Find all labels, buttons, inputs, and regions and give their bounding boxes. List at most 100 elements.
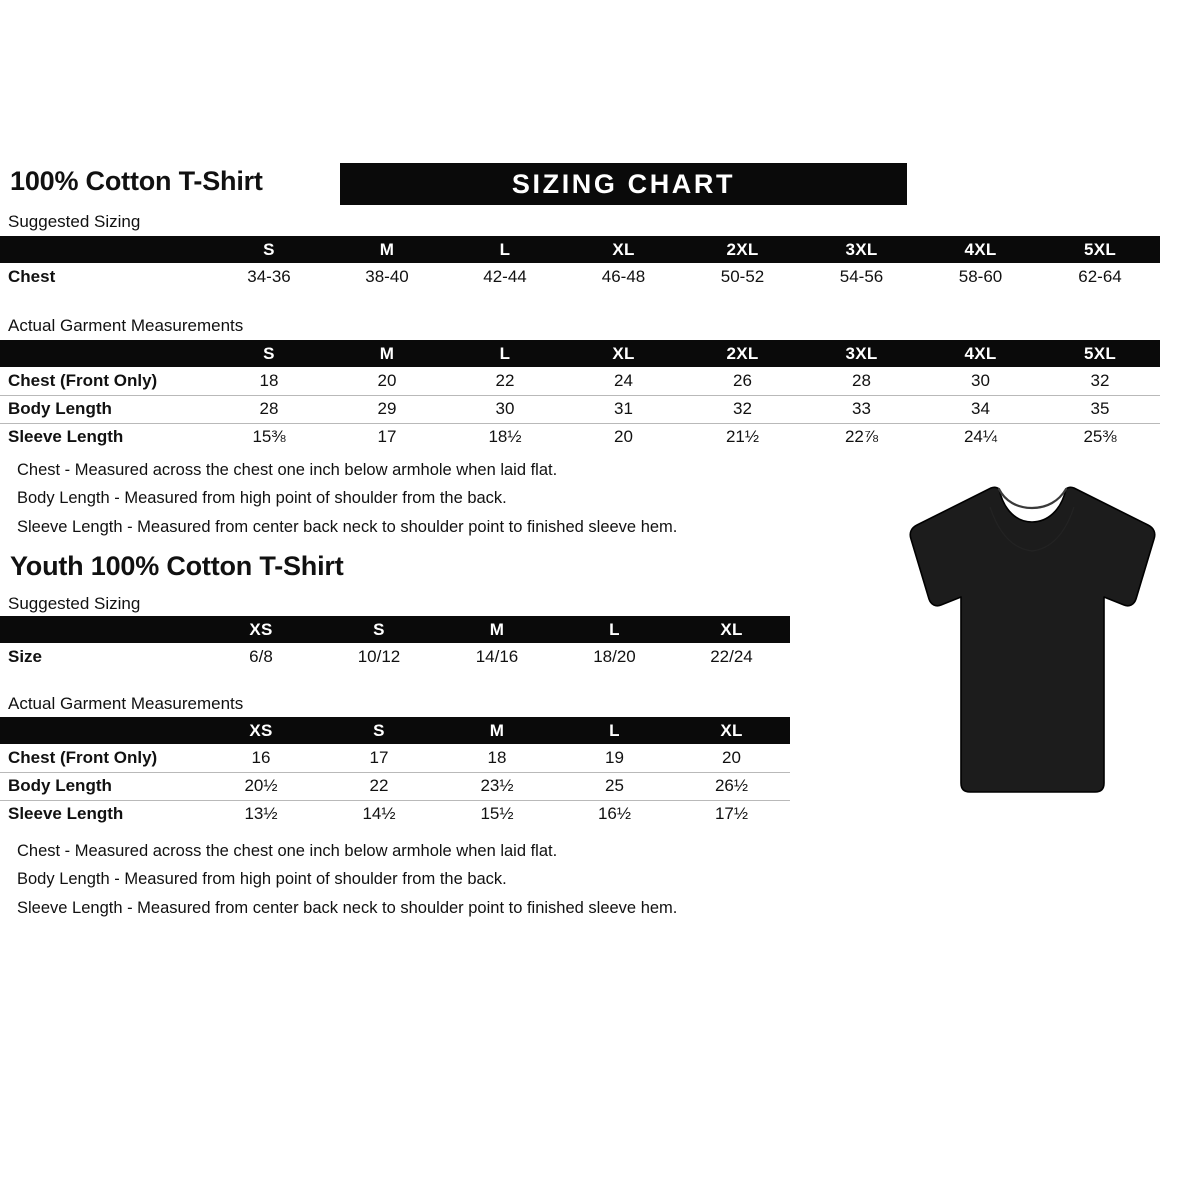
cell: 22 bbox=[495, 370, 515, 390]
note-body-length: Body Length - Measured from high point o… bbox=[17, 489, 507, 508]
cell: 20 bbox=[722, 747, 741, 767]
black-tshirt-icon bbox=[909, 486, 1156, 793]
column-header: XS bbox=[249, 720, 273, 740]
table-row: Size 6/8 10/12 14/16 18/20 22/24 bbox=[0, 643, 790, 671]
column-header bbox=[0, 717, 202, 744]
cell: 17 bbox=[369, 747, 389, 767]
table-row: Sleeve Length 15⅜ 17 18½ 20 21½ 22⅞ 24¼ … bbox=[0, 422, 1160, 451]
cell: 33 bbox=[802, 394, 921, 423]
column-header: S bbox=[263, 239, 275, 259]
column-header bbox=[0, 236, 210, 263]
row-label: Chest bbox=[8, 267, 56, 286]
cell: 19 bbox=[605, 747, 624, 767]
cell: 32 bbox=[1090, 370, 1110, 390]
column-header: XS bbox=[249, 619, 273, 639]
column-header: 4XL bbox=[964, 343, 997, 363]
adult-measurement-notes: Chest - Measured across the chest one in… bbox=[17, 461, 677, 546]
cell: 15½ bbox=[438, 799, 556, 828]
row-label: Sleeve Length bbox=[0, 422, 210, 451]
table-row: Body Length 20½ 22 23½ 25 26½ bbox=[0, 771, 790, 800]
column-header: XL bbox=[720, 619, 743, 639]
cell: 34 bbox=[921, 394, 1040, 423]
cell: 58-60 bbox=[958, 267, 1003, 286]
cell: 23½ bbox=[438, 771, 556, 800]
cell: 28 bbox=[852, 370, 871, 390]
column-header: 2XL bbox=[726, 239, 759, 259]
sizing-chart-banner-label: SIZING CHART bbox=[511, 168, 736, 199]
column-header: 5XL bbox=[1083, 343, 1117, 363]
cell: 16 bbox=[251, 747, 271, 767]
column-header: M bbox=[379, 239, 395, 259]
cell: 18/20 bbox=[593, 647, 636, 666]
cell: 22 bbox=[320, 771, 438, 800]
column-header: M bbox=[489, 720, 505, 740]
row-label: Body Length bbox=[0, 394, 210, 423]
cell: 26½ bbox=[673, 771, 790, 800]
column-header: 2XL bbox=[726, 343, 759, 363]
table-row: Sleeve Length 13½ 14½ 15½ 16½ 17½ bbox=[0, 799, 790, 828]
cell: 50-52 bbox=[720, 267, 765, 286]
tshirt-illustration bbox=[895, 477, 1170, 802]
youth-section-title: Youth 100% Cotton T-Shirt bbox=[10, 551, 344, 581]
column-header: S bbox=[373, 619, 385, 639]
cell: 16½ bbox=[556, 799, 673, 828]
cell: 17½ bbox=[673, 799, 790, 828]
cell: 42-44 bbox=[483, 267, 527, 286]
cell: 28 bbox=[210, 394, 328, 423]
cell: 24 bbox=[614, 370, 633, 390]
column-header: S bbox=[373, 720, 385, 740]
column-header: L bbox=[499, 343, 511, 363]
cell: 30 bbox=[971, 370, 990, 390]
adult-actual-measurements-table: S M L XL 2XL 3XL 4XL 5XL Chest (Front On… bbox=[0, 340, 1160, 451]
row-label: Chest (Front Only) bbox=[8, 747, 158, 767]
note-sleeve-length: Sleeve Length - Measured from center bac… bbox=[17, 898, 678, 917]
cell: 14/16 bbox=[475, 647, 519, 666]
cell: 18½ bbox=[446, 422, 564, 451]
cell: 35 bbox=[1040, 394, 1160, 423]
youth-suggested-sizing-table: XS S M L XL Size 6/8 10/12 14/16 18/20 2… bbox=[0, 616, 790, 671]
cell: 62-64 bbox=[1078, 267, 1122, 286]
adult-section-title: 100% Cotton T-Shirt bbox=[10, 166, 263, 196]
row-label: Sleeve Length bbox=[0, 799, 202, 828]
row-label: Size bbox=[8, 647, 43, 666]
column-header: XL bbox=[612, 343, 635, 363]
cell: 22⅞ bbox=[802, 422, 921, 451]
column-header: M bbox=[489, 619, 505, 639]
youth-actual-measurements-caption: Actual Garment Measurements bbox=[8, 694, 244, 713]
cell: 20½ bbox=[202, 771, 320, 800]
cell: 10/12 bbox=[357, 647, 401, 666]
cell: 46-48 bbox=[601, 267, 646, 286]
cell: 38-40 bbox=[365, 267, 409, 286]
cell: 54-56 bbox=[839, 267, 884, 286]
column-header: M bbox=[379, 343, 395, 363]
cell: 25⅜ bbox=[1040, 422, 1160, 451]
cell: 24¼ bbox=[921, 422, 1040, 451]
youth-measurement-notes: Chest - Measured across the chest one in… bbox=[17, 842, 677, 927]
column-header: XL bbox=[720, 720, 743, 740]
table-row: Chest (Front Only) 18 20 22 24 26 28 30 … bbox=[0, 367, 1160, 395]
cell: 13½ bbox=[202, 799, 320, 828]
column-header: 5XL bbox=[1083, 239, 1117, 259]
cell: 29 bbox=[328, 394, 446, 423]
cell: 6/8 bbox=[249, 647, 273, 666]
row-label: Chest (Front Only) bbox=[8, 370, 158, 390]
youth-actual-measurements-table: XS S M L XL Chest (Front Only) 16 17 18 … bbox=[0, 717, 790, 828]
table-header-row: S M L XL 2XL 3XL 4XL 5XL bbox=[0, 340, 1160, 367]
column-header: L bbox=[609, 619, 620, 639]
column-header: 3XL bbox=[845, 239, 878, 259]
cell: 14½ bbox=[320, 799, 438, 828]
table-row: Chest 34-36 38-40 42-44 46-48 50-52 54-5… bbox=[0, 263, 1160, 291]
column-header: L bbox=[499, 239, 511, 259]
cell: 21½ bbox=[683, 422, 802, 451]
note-body-length: Body Length - Measured from high point o… bbox=[17, 870, 507, 889]
column-header: 3XL bbox=[845, 343, 878, 363]
youth-suggested-sizing-caption: Suggested Sizing bbox=[8, 594, 141, 613]
table-row: Body Length 28 29 30 31 32 33 34 35 bbox=[0, 394, 1160, 423]
row-label: Body Length bbox=[0, 771, 202, 800]
table-header-row: S M L XL 2XL 3XL 4XL 5XL bbox=[0, 236, 1160, 263]
cell: 20 bbox=[564, 422, 683, 451]
adult-suggested-sizing-table: S M L XL 2XL 3XL 4XL 5XL Chest 34-36 38-… bbox=[0, 236, 1160, 291]
note-chest: Chest - Measured across the chest one in… bbox=[17, 842, 558, 860]
cell: 26 bbox=[733, 370, 752, 390]
table-header-row: XS S M L XL bbox=[0, 717, 790, 744]
